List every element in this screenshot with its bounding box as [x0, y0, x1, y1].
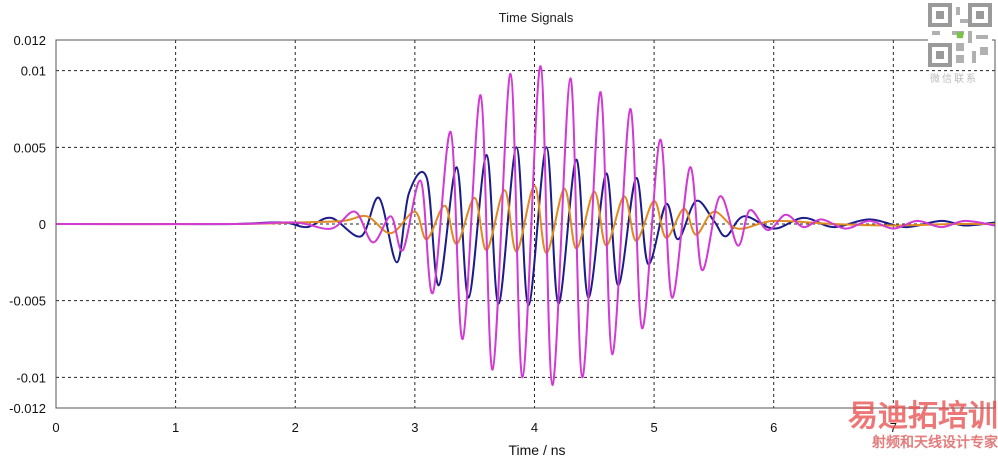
x-tick-label: 7 [890, 420, 897, 435]
x-tick-label: 5 [650, 420, 657, 435]
y-tick-label: -0.005 [9, 294, 46, 309]
series-lines [55, 65, 996, 387]
series-line-2 [55, 184, 996, 255]
series-line-1 [56, 146, 996, 307]
plot-frame [55, 39, 996, 409]
x-tick-label: 1 [172, 420, 179, 435]
y-tick-label: 0 [39, 217, 46, 232]
x-tick-labels: 0 1 2 3 4 5 6 7 [52, 420, 897, 435]
y-tick-labels: 0.012 0.01 0.005 0 -0.005 -0.01 -0.012 [9, 33, 46, 416]
x-axis-label: Time / ns [508, 442, 565, 458]
x-tick-label: 3 [411, 420, 418, 435]
series-line-3 [55, 65, 996, 387]
y-tick-label: 0.012 [13, 33, 46, 48]
chart-title: Time Signals [499, 10, 574, 25]
x-tick-label: 0 [52, 420, 59, 435]
y-tick-label: 0.01 [21, 64, 46, 79]
x-tick-label: 6 [770, 420, 777, 435]
y-tick-label: -0.012 [9, 401, 46, 416]
qr-caption: 微信联系 [930, 74, 978, 85]
watermark-brand: 易迪拓培训 [848, 399, 998, 434]
y-tick-label: 0.005 [13, 140, 46, 155]
x-tick-label: 4 [531, 420, 538, 435]
watermark-logo: 易迪拓培训 射频和天线设计专家 [812, 400, 998, 452]
watermark-subtitle: 射频和天线设计专家 [872, 435, 998, 451]
qr-code-icon [928, 3, 992, 67]
y-tick-label: -0.01 [16, 370, 46, 385]
grid-lines [56, 40, 995, 408]
x-tick-label: 2 [292, 420, 299, 435]
